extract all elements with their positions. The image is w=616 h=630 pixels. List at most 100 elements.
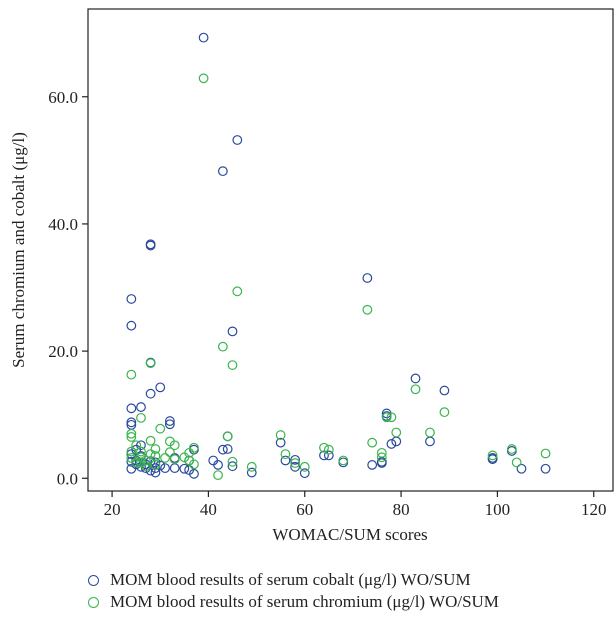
legend-item-chromium: MOM blood results of serum chromium (μg/… (88, 591, 499, 613)
x-tick-label: 100 (485, 500, 511, 519)
chromium-point (126, 432, 137, 442)
chromium-point (217, 341, 228, 352)
chromium-point (227, 360, 238, 370)
scatter-chart: 0.0 20.0 40.0 60.0 20 40 60 80 100 120 WOMAC/SUM… (9, 8, 614, 544)
chromium-point (150, 444, 161, 454)
cobalt-point (126, 320, 137, 331)
chromium-point (164, 447, 175, 458)
y-tick-label: 0.0 (57, 469, 78, 488)
cobalt-point (275, 437, 286, 448)
cobalt-point (323, 450, 334, 461)
chromium-point (299, 461, 310, 472)
chromium-point (140, 461, 151, 472)
cobalt-point (126, 417, 137, 428)
chromium-point (136, 446, 146, 457)
chromium-point (338, 455, 349, 466)
chromium-point (290, 458, 301, 468)
chromium-point (126, 446, 137, 457)
x-tick-label: 20 (104, 500, 121, 519)
cobalt-point (150, 457, 161, 468)
chromium-point (506, 444, 517, 454)
cobalt-point (222, 444, 233, 454)
y-tick-label: 40.0 (48, 215, 78, 234)
cobalt-point (164, 416, 175, 426)
cobalt-point (367, 460, 378, 470)
cobalt-point (362, 273, 373, 283)
cobalt-point (164, 419, 175, 430)
chromium-point (386, 412, 397, 423)
chromium-point (391, 427, 402, 438)
cobalt-point (232, 135, 243, 145)
chromium-point (319, 442, 329, 453)
cobalt-point (506, 446, 517, 456)
y-tick-label: 60.0 (48, 88, 78, 107)
cobalt-point (155, 382, 166, 393)
chromium-point (198, 73, 209, 84)
cobalt-point (410, 373, 421, 384)
y-axis-label: Serum chromium and cobalt (μg/l) (9, 132, 28, 368)
chromium-point (376, 452, 387, 463)
chromium-point (189, 442, 199, 453)
cobalt-point (319, 450, 329, 461)
chromium-point (136, 452, 146, 463)
cobalt-point (227, 461, 238, 472)
chromium-point (126, 369, 137, 380)
chromium-point (362, 304, 373, 315)
chromium-point (425, 427, 435, 438)
chromium-point (487, 450, 498, 461)
chromium-point (275, 430, 286, 440)
chromium-point (145, 358, 156, 369)
chromium-point (189, 459, 199, 470)
chromium-point (410, 384, 421, 395)
legend-item-cobalt: MOM blood results of serum cobalt (μg/l)… (88, 569, 499, 591)
cobalt-point (160, 463, 170, 474)
plot-frame (87, 8, 614, 492)
y-axis-ticks: 0.0 20.0 40.0 60.0 (48, 88, 88, 488)
chromium-point (227, 456, 238, 467)
chromium-point (367, 437, 378, 448)
cobalt-point (487, 454, 498, 465)
chromium-point (376, 447, 387, 458)
chromium-point (155, 423, 166, 434)
cobalt-point (155, 460, 166, 471)
x-tick-label: 120 (581, 500, 607, 519)
chromium-point (145, 435, 156, 446)
x-tick-label: 40 (200, 500, 217, 519)
legend-label-cobalt: MOM blood results of serum cobalt (μg/l)… (110, 570, 471, 589)
cobalt-point (198, 32, 209, 43)
chromium-point (126, 428, 137, 439)
chromium-point (381, 412, 392, 423)
cobalt-point (145, 388, 156, 399)
chromium-point (136, 412, 146, 423)
cobalt-point (126, 403, 137, 414)
chromium-point (246, 461, 257, 472)
chromium-point (169, 440, 180, 451)
cobalt-point (150, 467, 161, 478)
cobalt-point (150, 463, 161, 474)
cobalt-point (145, 240, 156, 251)
cobalt-point (290, 461, 301, 472)
cobalt-point (169, 463, 180, 474)
legend-marker-chromium (88, 596, 99, 608)
chromium-point (540, 448, 551, 459)
cobalt-point (136, 440, 146, 451)
cobalt-point (540, 463, 551, 474)
cobalt-point (213, 460, 223, 470)
cobalt-point (376, 458, 387, 468)
cobalt-point (439, 385, 450, 396)
y-tick-label: 20.0 (48, 342, 78, 361)
legend: MOM blood results of serum cobalt (μg/l)… (88, 569, 499, 613)
chromium-point (439, 407, 450, 418)
cobalt-point (227, 326, 238, 337)
x-tick-label: 80 (393, 500, 410, 519)
chromium-point (232, 286, 243, 297)
chromium-point (323, 444, 334, 455)
cobalt-point (386, 439, 397, 449)
cobalt-point (179, 463, 190, 474)
cobalt-point (217, 444, 228, 455)
chromium-point (222, 431, 233, 442)
chromium-point (169, 454, 180, 465)
cobalt-point (290, 454, 301, 465)
chromium-point (160, 453, 170, 463)
cobalt-point (246, 467, 257, 478)
